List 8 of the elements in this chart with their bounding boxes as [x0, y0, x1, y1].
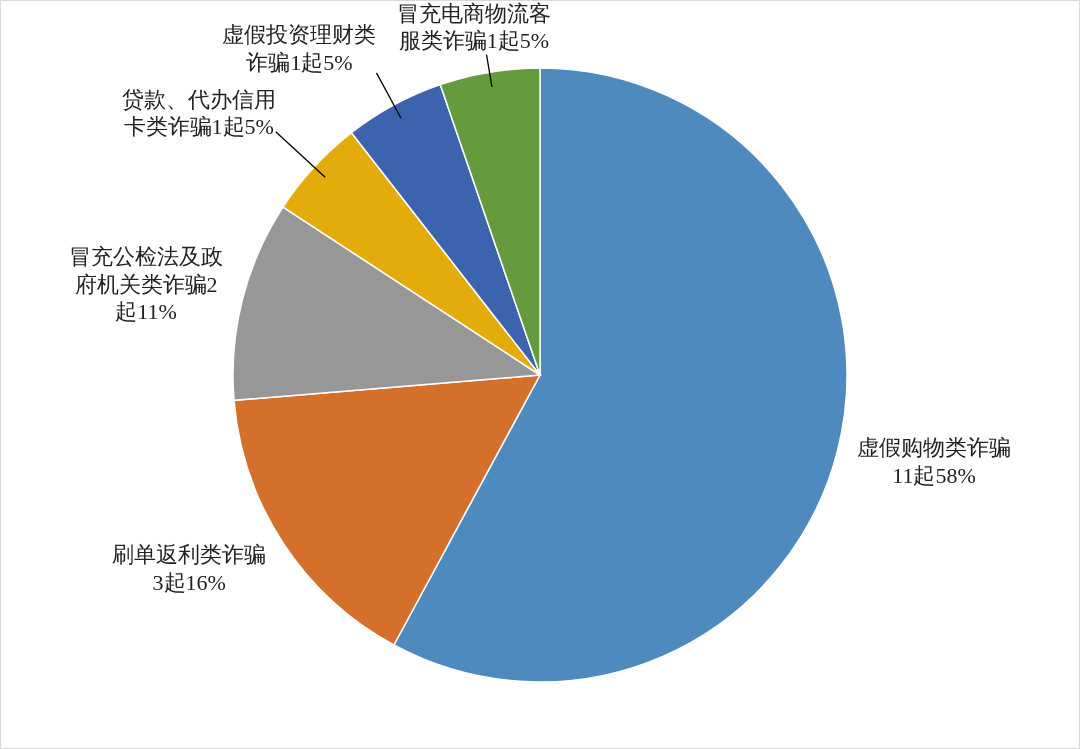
slice-label: 虚假投资理财类诈骗1起5% — [222, 22, 377, 75]
slice-label: 贷款、代办信用卡类诈骗1起5% — [121, 86, 276, 140]
slice-label: 冒充电商物流客服类诈骗1起5% — [396, 0, 551, 54]
slice-label: 虚假购物类诈骗 — [856, 435, 1011, 461]
slice-label: 冒充公检法及政府机关类诈骗2起11% — [69, 244, 224, 325]
data-label: 3起16% — [152, 569, 226, 595]
slice-label: 刷单返利类诈骗 — [112, 542, 267, 568]
data-label: 11起58% — [892, 462, 976, 488]
